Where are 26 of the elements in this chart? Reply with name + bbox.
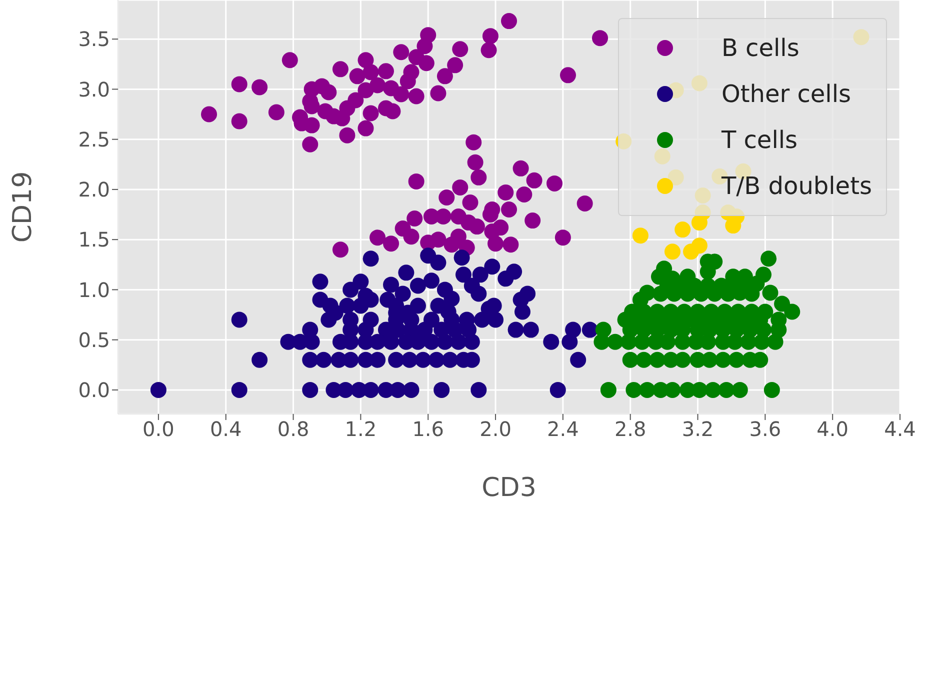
legend-label: Other cells	[721, 80, 852, 108]
x-tick-label: 4.4	[884, 417, 916, 442]
y-axis-title: CD19	[8, 171, 38, 243]
x-tick-label: 1.2	[344, 417, 377, 442]
x-axis-title: CD3	[482, 473, 536, 503]
x-tick-label: 4.0	[816, 417, 848, 442]
legend-label: T cells	[721, 126, 798, 154]
x-tick-label: 2.4	[547, 417, 579, 442]
y-tick-label: 2.0	[78, 178, 110, 202]
y-tick-label: 0.5	[78, 328, 110, 352]
x-tick-label: 1.6	[412, 417, 444, 442]
x-tick-label: 0.0	[142, 417, 174, 442]
y-tick-label: 0.0	[78, 378, 110, 402]
x-tick-label: 0.4	[210, 417, 242, 442]
x-tick-label: 0.8	[277, 417, 310, 442]
y-tick-label: 2.5	[78, 127, 110, 152]
y-tick-label: 3.0	[78, 77, 110, 102]
y-tick-label: 1.5	[78, 228, 110, 252]
legend-label: T/B doublets	[721, 172, 872, 200]
y-tick-label: 3.5	[78, 27, 110, 52]
x-tick-label: 3.2	[682, 417, 714, 442]
y-tick-label: 1.0	[78, 278, 110, 302]
x-tick-label: 3.6	[749, 417, 782, 442]
x-tick-label: 2.8	[614, 417, 646, 442]
legend-label: B cells	[721, 34, 800, 62]
x-tick-label: 2.0	[480, 417, 512, 442]
